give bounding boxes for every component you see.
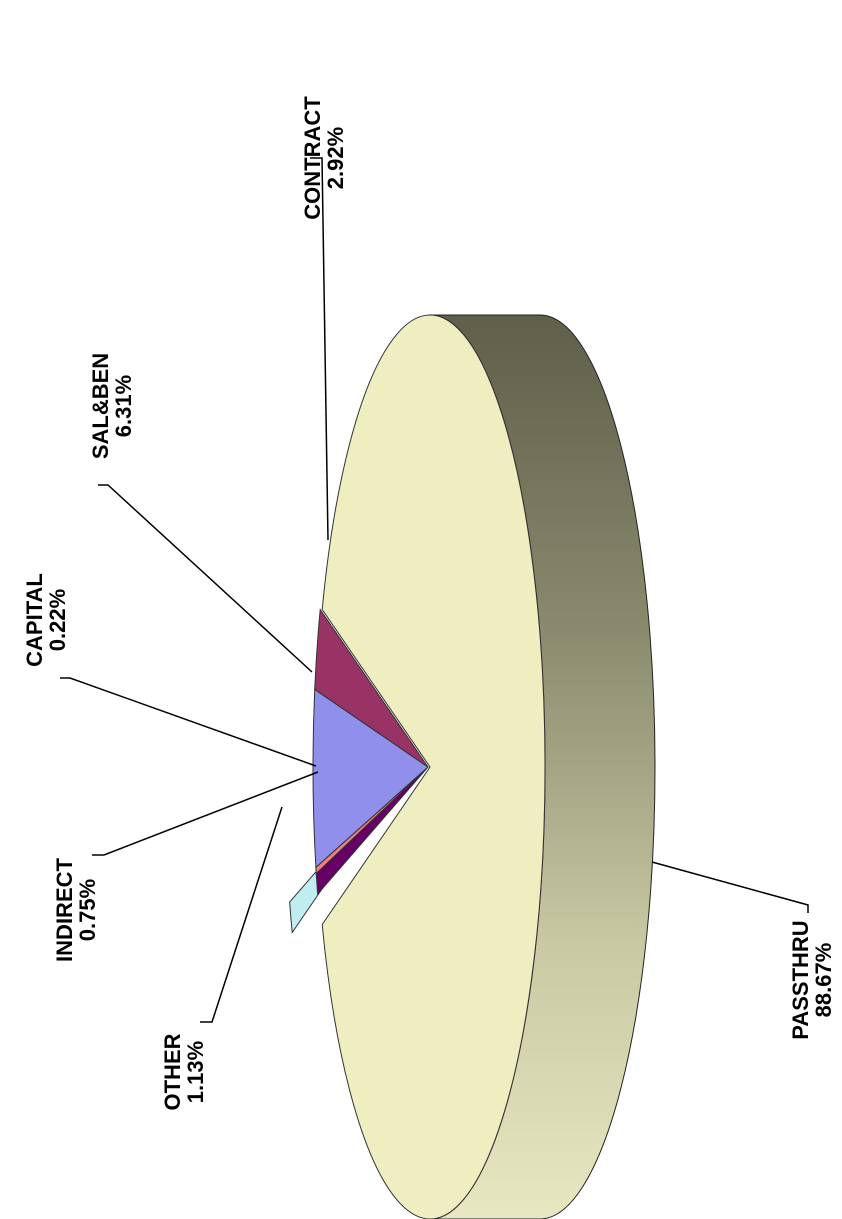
label-salben-value: 6.31%: [111, 375, 136, 437]
label-passthru-name: PASSTHRU: [788, 920, 813, 1039]
label-other-value: 1.13%: [183, 1041, 208, 1103]
leader-line-passthru: [651, 861, 809, 913]
label-indirect-value: 0.75%: [75, 879, 100, 941]
slice-labels: CONTRACT 2.92% SAL&BEN 6.31% CAPITAL 0.2…: [22, 96, 836, 1111]
leader-line-indirect: [92, 771, 319, 856]
leader-line-other: [200, 806, 283, 1023]
pie-slices: [289, 314, 546, 1219]
leader-lines: [60, 157, 809, 1023]
label-contract-name: CONTRACT: [300, 96, 325, 220]
label-capital-name: CAPITAL: [22, 573, 47, 667]
label-capital-value: 0.22%: [45, 589, 70, 651]
leader-line-salben: [98, 484, 313, 673]
contract-slice: [314, 608, 429, 768]
salben-slice: [312, 688, 429, 869]
label-other-name: OTHER: [160, 1033, 185, 1110]
leader-line-capital: [60, 677, 317, 767]
label-passthru-value: 88.67%: [811, 943, 836, 1018]
leader-line-contract: [310, 157, 329, 541]
label-indirect-name: INDIRECT: [52, 857, 77, 961]
passthru-slice: [321, 314, 546, 1219]
label-salben-name: SAL&BEN: [88, 353, 113, 459]
label-contract-value: 2.92%: [323, 127, 348, 189]
